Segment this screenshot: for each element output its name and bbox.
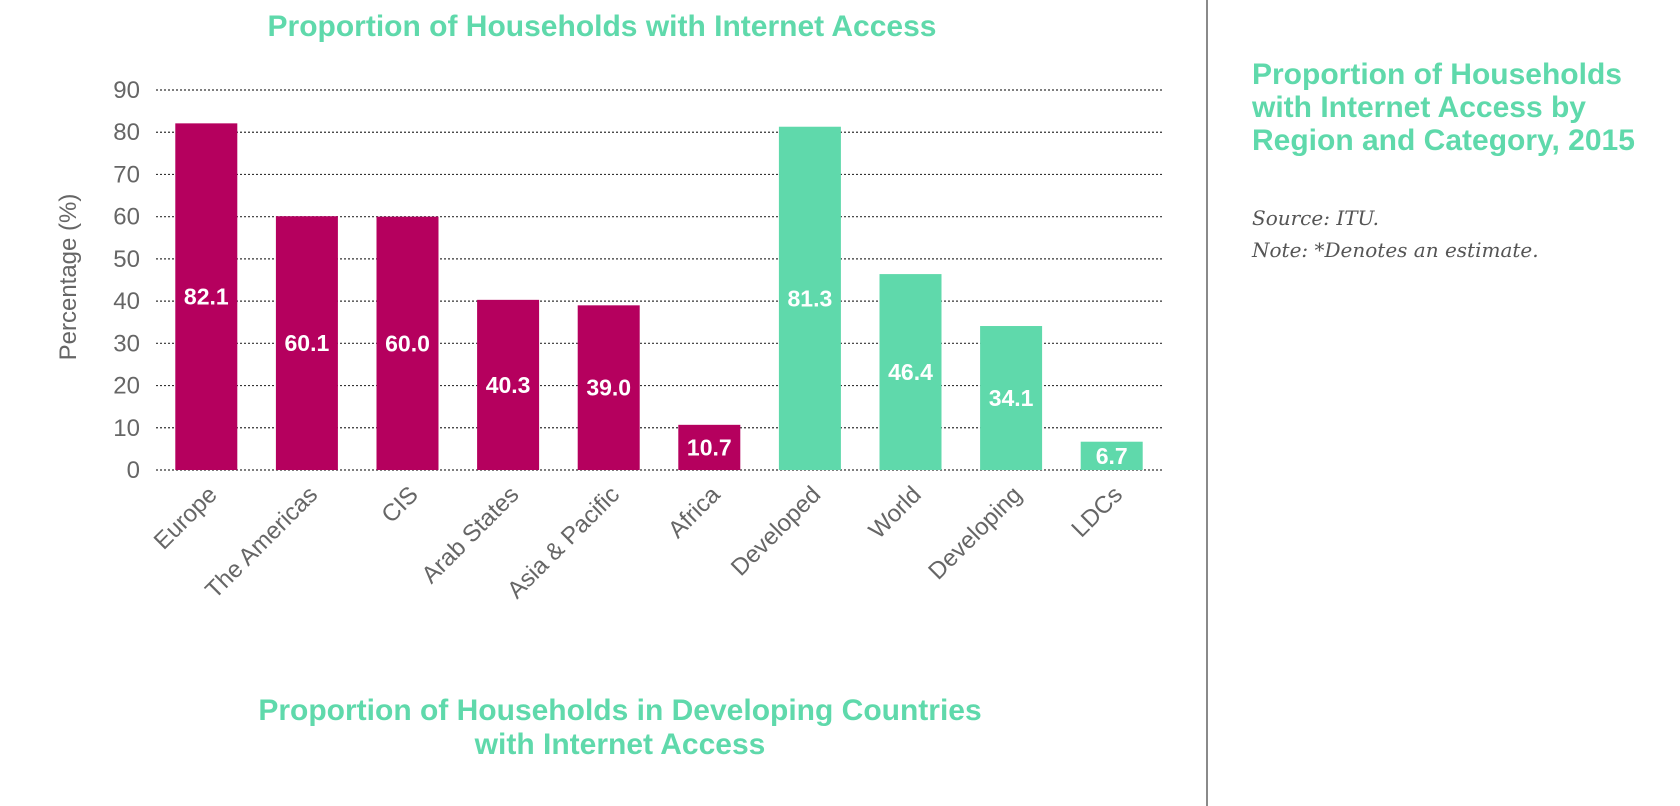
section-title: Proportion of Households in Developing C… xyxy=(130,694,1110,762)
x-tick-label: LDCs xyxy=(1066,481,1128,543)
y-tick-label: 50 xyxy=(113,246,140,273)
y-tick-label: 40 xyxy=(113,288,140,315)
bar-europe xyxy=(175,123,238,470)
y-axis-ticks: 0 10 20 30 40 50 60 70 80 90 xyxy=(113,77,140,484)
bar-arab-states xyxy=(477,299,540,470)
data-label: 40.3 xyxy=(486,372,531,398)
side-panel-title: Proportion of Households with Internet A… xyxy=(1252,58,1662,157)
y-axis-label: Percentage (%) xyxy=(55,194,82,361)
y-tick-label: 10 xyxy=(113,415,140,442)
data-label: 10.7 xyxy=(687,434,732,460)
data-label: 60.0 xyxy=(385,330,430,356)
bar-the-americas xyxy=(275,216,338,470)
chart-title: Proportion of Households with Internet A… xyxy=(267,10,937,43)
bar-developing xyxy=(980,326,1043,470)
vertical-divider xyxy=(1206,0,1208,806)
side-title-line3: Region and Category, 2015 xyxy=(1252,124,1635,157)
estimate-note: Note: *Denotes an estimate. xyxy=(1252,238,1539,262)
side-title-line2: with Internet Access by xyxy=(1252,91,1586,124)
source-note: Source: ITU. xyxy=(1252,206,1379,230)
data-label: 46.4 xyxy=(888,359,933,385)
y-tick-label: 90 xyxy=(113,77,140,104)
x-tick-label: World xyxy=(864,481,927,544)
y-tick-label: 30 xyxy=(113,330,140,357)
bar-cis xyxy=(376,216,439,470)
section-title-line1: Proportion of Households in Developing C… xyxy=(258,694,982,727)
x-tick-label: Developed xyxy=(726,481,826,581)
section-title-line2: with Internet Access xyxy=(474,728,766,761)
x-tick-label: Europe xyxy=(149,481,223,555)
side-title-line1: Proportion of Households xyxy=(1252,58,1622,91)
bars xyxy=(175,123,1143,470)
y-tick-label: 70 xyxy=(113,161,140,188)
x-tick-label: Africa xyxy=(663,481,726,544)
x-tick-label: CIS xyxy=(376,481,423,528)
y-tick-label: 80 xyxy=(113,119,140,146)
bar-world xyxy=(879,274,942,470)
bar-asia-pacific xyxy=(577,305,640,470)
y-tick-label: 20 xyxy=(113,373,140,400)
data-label: 60.1 xyxy=(285,330,330,356)
data-label: 82.1 xyxy=(184,284,229,310)
data-labels: 82.1 60.1 60.0 40.3 39.0 10.7 81.3 46.4 34.1 6.7 xyxy=(184,284,1128,469)
data-label: 6.7 xyxy=(1096,443,1128,469)
bar-developed xyxy=(778,126,841,470)
x-tick-label: Arab States xyxy=(417,481,525,589)
y-tick-label: 0 xyxy=(127,457,140,484)
data-label: 81.3 xyxy=(788,285,833,311)
data-label: 39.0 xyxy=(586,375,631,401)
bar-africa xyxy=(678,424,741,470)
side-panel-notes: Source: ITU. Note: *Denotes an estimate. xyxy=(1252,202,1662,266)
bar-ldcs xyxy=(1080,441,1143,470)
data-label: 34.1 xyxy=(989,385,1034,411)
x-tick-label: Developing xyxy=(923,481,1027,585)
y-tick-label: 60 xyxy=(113,204,140,231)
